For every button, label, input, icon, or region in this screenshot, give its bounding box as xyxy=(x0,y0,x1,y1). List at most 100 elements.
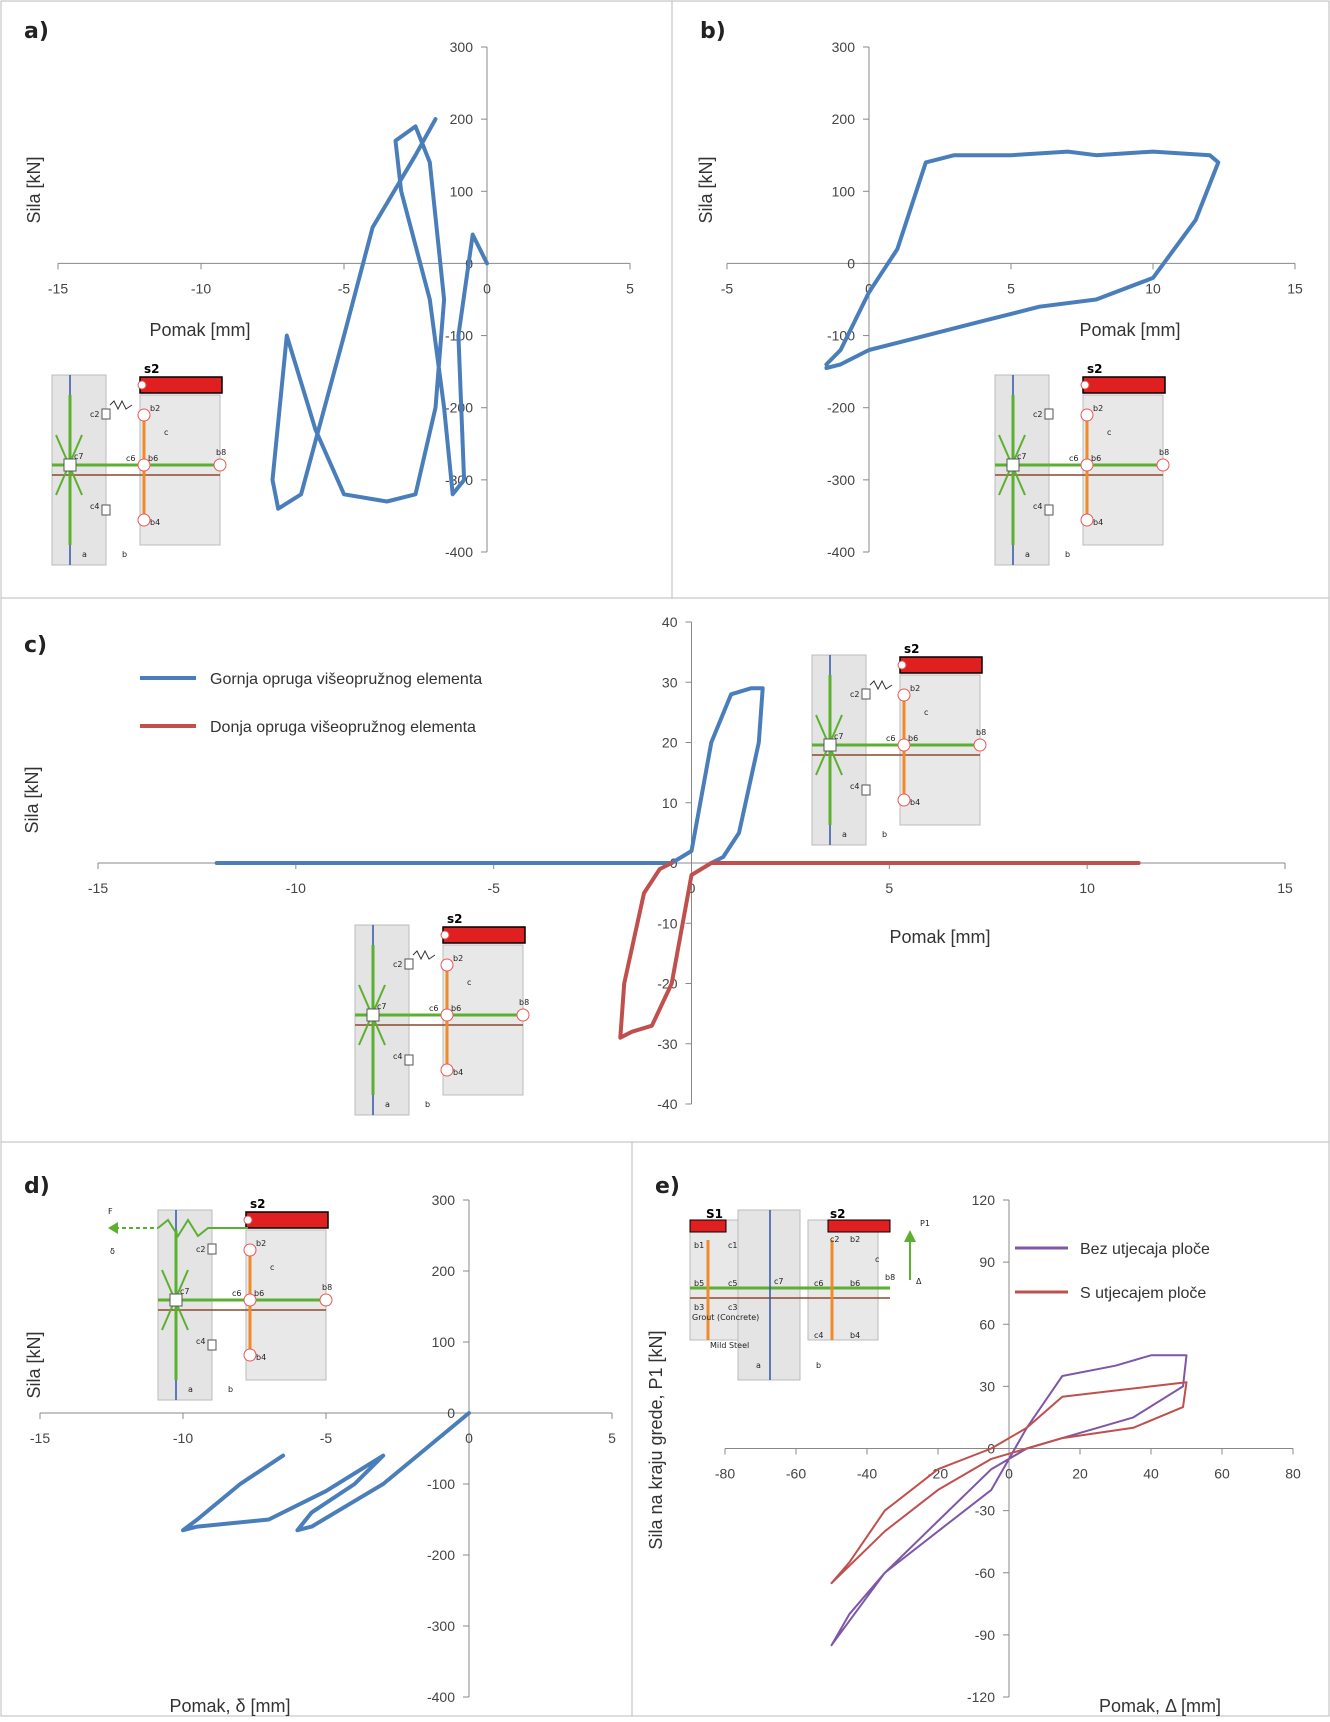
mini-diagram-c2: s2 c2 b2 c c7 c6 b6 b8 c4 b4 a b xyxy=(354,912,530,1116)
mini-node-label: b2 xyxy=(150,404,160,413)
mini-node-label: c3 xyxy=(728,1303,738,1312)
x-tick-label: 0 xyxy=(465,1430,473,1446)
x-tick-label: -40 xyxy=(857,1466,877,1482)
x-tick-label: 20 xyxy=(1072,1466,1088,1482)
mini-node-label: c2 xyxy=(1033,410,1043,419)
mini-node-label: c4 xyxy=(90,502,100,511)
mini-diagram-a: s2 c2 b2 c c7 c6 b6 b8 c4 b4 a b xyxy=(51,362,227,566)
mini-node-label: c7 xyxy=(74,452,84,461)
y-tick-label: 40 xyxy=(662,614,678,630)
x-tick-label: -80 xyxy=(715,1466,735,1482)
mini-node-label: c xyxy=(164,428,168,437)
y-tick-label: 300 xyxy=(450,39,474,55)
mini-node-label: b xyxy=(1065,550,1070,559)
mini-s2-label: s2 xyxy=(1087,362,1103,376)
mini-node-label: c xyxy=(270,1263,274,1272)
mini-node-label: c xyxy=(924,708,928,717)
mini-node-label: b4 xyxy=(1093,518,1103,527)
mini-node-label: b2 xyxy=(850,1235,860,1244)
y-tick-label: -30 xyxy=(657,1036,677,1052)
mini-node-label: c6 xyxy=(814,1279,824,1288)
delta-label: Δ xyxy=(916,1277,922,1286)
y-tick-label: 200 xyxy=(432,1263,456,1279)
panel-a-letter: a) xyxy=(24,19,49,44)
mini-node-label: b4 xyxy=(850,1331,860,1340)
mini-node-label: c7 xyxy=(774,1277,784,1286)
series-line-c-1 xyxy=(618,861,1141,1040)
y-tick-label: 0 xyxy=(847,255,855,271)
y-tick-label: -200 xyxy=(427,1547,455,1563)
mini-node-label: b6 xyxy=(1091,454,1101,463)
y-tick-label: 120 xyxy=(972,1192,996,1208)
legend-lower-spring: Donja opruga višeopružnog elementa xyxy=(210,719,476,736)
mini-node-label: a xyxy=(756,1361,761,1370)
x-tick-label: -60 xyxy=(786,1466,806,1482)
y-tick-label: -60 xyxy=(975,1565,995,1581)
panel-c-ylabel: Sila [kN] xyxy=(22,766,42,833)
mini-node-label: c4 xyxy=(393,1052,403,1061)
mini-node-label: b4 xyxy=(910,798,920,807)
chart-panel-e: -80 -60 -40 -20 0 20 40 60 801209060300-30-60-90… xyxy=(715,1192,1301,1705)
y-tick-label: 100 xyxy=(832,183,856,199)
mini-node-label: b8 xyxy=(885,1273,895,1282)
mini-diagram-c1: s2 c2 b2 c c7 c6 b6 b8 c4 b4 a b xyxy=(811,642,987,846)
mini-diagram-e: S1 s2 P1 Δ Grout (Concrete) Mild Steel b1 c1 c2 b… xyxy=(689,1207,930,1381)
y-tick-label: -30 xyxy=(975,1503,995,1519)
y-tick-label: 200 xyxy=(450,111,474,127)
x-tick-label: 5 xyxy=(885,880,893,896)
mini-node-label: c2 xyxy=(830,1235,840,1244)
mini-node-label: b6 xyxy=(850,1279,860,1288)
mini-node-label: c7 xyxy=(834,732,844,741)
x-tick-label: 80 xyxy=(1285,1466,1301,1482)
mini-node-label: b4 xyxy=(256,1353,266,1362)
y-tick-label: -10 xyxy=(657,915,677,931)
panel-a-ylabel: Sila [kN] xyxy=(24,156,44,223)
panel-e-ylabel: Sila na kraju grede, P1 [kN] xyxy=(646,1330,666,1549)
mini-node-label: c xyxy=(875,1255,879,1264)
mini-diagram-b: s2 c2 b2 c c7 c6 b6 b8 c4 b4 a b xyxy=(994,362,1170,566)
y-tick-label: 10 xyxy=(662,795,678,811)
mini-node-label: c6 xyxy=(429,1004,439,1013)
mini-node-label: b3 xyxy=(694,1303,704,1312)
x-tick-label: 10 xyxy=(1145,280,1161,296)
mini-diagram-d: s2 c2 b2 c c7 c6 b6 b8 c4 b4 a b Fδ xyxy=(108,1197,333,1401)
mini-node-label: c4 xyxy=(1033,502,1043,511)
mild-steel-label: Mild Steel xyxy=(710,1341,749,1350)
x-tick-label: -15 xyxy=(48,280,68,296)
p1-label: P1 xyxy=(920,1219,930,1228)
x-tick-label: 0 xyxy=(688,880,696,896)
mini-node-label: c4 xyxy=(196,1337,206,1346)
mini-node-label: b8 xyxy=(216,448,226,457)
panel-b-xlabel: Pomak [mm] xyxy=(1079,320,1180,340)
mini-node-label: b8 xyxy=(322,1283,332,1292)
mini-node-label: c7 xyxy=(377,1002,387,1011)
panel-e-letter: e) xyxy=(655,1174,680,1199)
x-tick-label: 40 xyxy=(1143,1466,1159,1482)
mini-node-label: b5 xyxy=(694,1279,704,1288)
mini-node-label: a xyxy=(188,1385,193,1394)
x-tick-label: 0 xyxy=(483,280,491,296)
mini-node-label: c6 xyxy=(126,454,136,463)
x-tick-label: -15 xyxy=(88,880,108,896)
mini-node-label: b1 xyxy=(694,1241,704,1250)
x-tick-label: 15 xyxy=(1277,880,1293,896)
mini-node-label: c4 xyxy=(850,782,860,791)
x-tick-label: -15 xyxy=(30,1430,50,1446)
y-tick-label: -400 xyxy=(427,1689,455,1705)
y-tick-label: 100 xyxy=(432,1334,456,1350)
x-tick-label: -10 xyxy=(286,880,306,896)
panel-d-letter: d) xyxy=(24,1174,50,1199)
mini-node-label: c6 xyxy=(1069,454,1079,463)
x-tick-label: 0 xyxy=(865,280,873,296)
mini-s2-label: s2 xyxy=(250,1197,266,1211)
mini-node-label: c5 xyxy=(728,1279,738,1288)
mini-node-label: b xyxy=(122,550,127,559)
mini-node-label: b8 xyxy=(976,728,986,737)
mini-node-label: c7 xyxy=(180,1287,190,1296)
mini-node-label: a xyxy=(385,1100,390,1109)
mini-node-label: a xyxy=(82,550,87,559)
x-tick-label: 10 xyxy=(1079,880,1095,896)
